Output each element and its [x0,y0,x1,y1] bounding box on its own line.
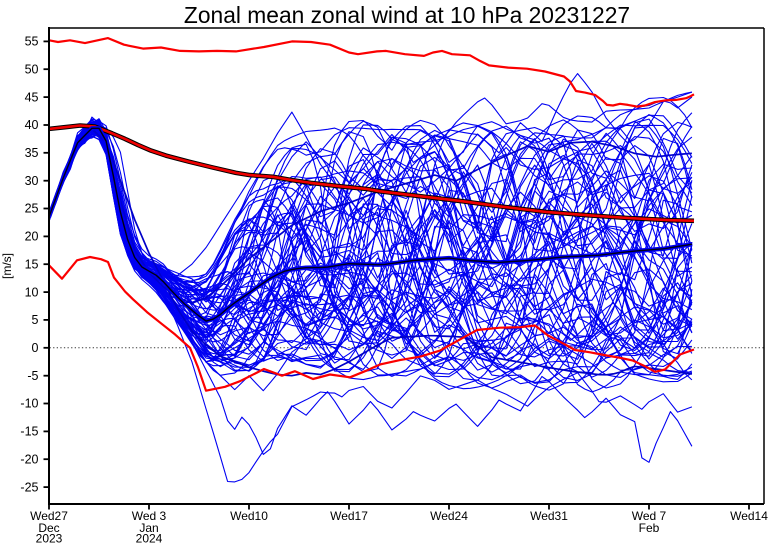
svg-text:-10: -10 [20,397,38,411]
svg-text:Wed14: Wed14 [730,509,768,523]
svg-text:30: 30 [25,174,39,188]
svg-text:45: 45 [25,90,39,104]
svg-text:Jan: Jan [139,521,158,535]
svg-text:2024: 2024 [136,532,163,546]
svg-text:Wed 3: Wed 3 [132,509,167,523]
svg-text:55: 55 [25,35,39,49]
svg-text:Wed31: Wed31 [530,509,568,523]
svg-text:-25: -25 [20,480,38,494]
svg-text:-15: -15 [20,425,38,439]
svg-text:20: 20 [25,230,39,244]
svg-text:Dec: Dec [38,521,59,535]
svg-text:Wed27: Wed27 [30,509,68,523]
svg-text:2023: 2023 [36,532,63,546]
svg-text:[m/s]: [m/s] [0,253,14,279]
svg-text:25: 25 [25,202,39,216]
svg-text:10: 10 [25,285,39,299]
svg-text:0: 0 [32,341,39,355]
svg-text:-5: -5 [27,369,38,383]
svg-text:5: 5 [32,313,39,327]
svg-text:40: 40 [25,118,39,132]
svg-text:35: 35 [25,146,39,160]
svg-text:Wed 7: Wed 7 [632,509,667,523]
svg-text:-20: -20 [20,452,38,466]
svg-text:15: 15 [25,257,39,271]
svg-text:Zonal mean zonal wind at 10 hP: Zonal mean zonal wind at 10 hPa 20231227 [184,2,630,28]
svg-text:Feb: Feb [639,521,660,535]
svg-text:50: 50 [25,63,39,77]
svg-text:Wed17: Wed17 [330,509,368,523]
svg-text:Wed24: Wed24 [430,509,468,523]
svg-text:Wed10: Wed10 [230,509,268,523]
